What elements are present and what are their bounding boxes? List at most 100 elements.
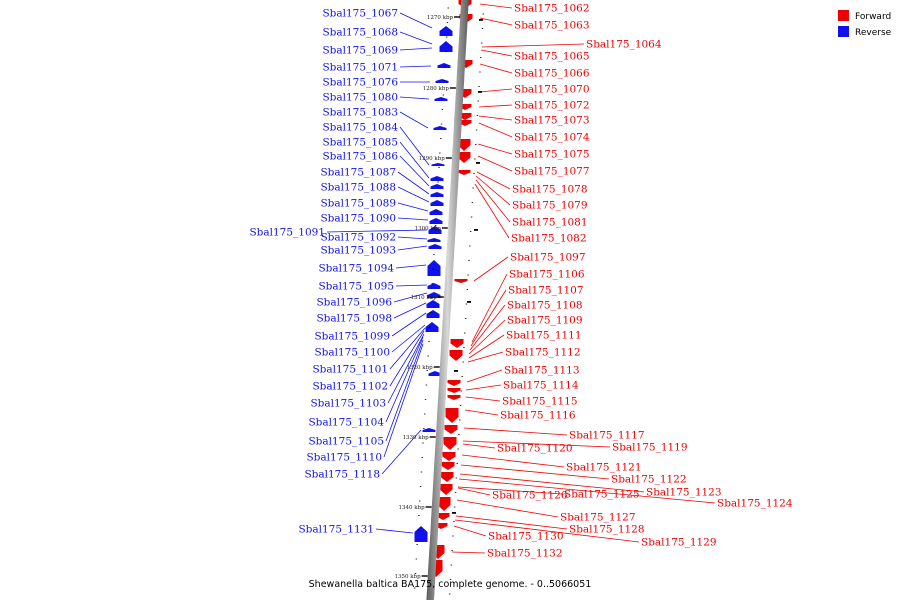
reverse-gene-label[interactable]: Sbal175_1131 (298, 524, 374, 536)
reverse-gene-label[interactable]: Sbal175_1080 (322, 92, 398, 104)
forward-gene-label[interactable]: Sbal175_1077 (514, 166, 590, 178)
reverse-gene-label[interactable]: Sbal175_1068 (322, 27, 398, 39)
forward-gene-label[interactable]: Sbal175_1115 (502, 396, 578, 408)
forward-gene-label[interactable]: Sbal175_1122 (611, 474, 687, 486)
reverse-gene-label[interactable]: Sbal175_1096 (316, 297, 392, 309)
reverse-gene-label[interactable]: Sbal175_1101 (312, 364, 388, 376)
forward-gene-label[interactable]: Sbal175_1079 (512, 200, 588, 212)
reverse-gene-label[interactable]: Sbal175_1088 (320, 182, 396, 194)
reverse-gene-label[interactable]: Sbal175_1094 (318, 263, 394, 275)
forward-gene-label[interactable]: Sbal175_1108 (507, 300, 583, 312)
forward-gene-label[interactable]: Sbal175_1064 (586, 39, 662, 51)
reverse-gene-label[interactable]: Sbal175_1087 (320, 167, 396, 179)
forward-gene-label[interactable]: Sbal175_1074 (514, 132, 590, 144)
forward-gene-label[interactable]: Sbal175_1127 (560, 512, 636, 524)
reverse-gene-label[interactable]: Sbal175_1099 (314, 331, 390, 343)
reverse-gene-feature (426, 310, 440, 318)
tick-label: 1330 kbp (403, 435, 430, 441)
reverse-label-connector (399, 141, 430, 179)
reverse-gene-label[interactable]: Sbal175_1103 (310, 398, 386, 410)
reverse-gene-label[interactable]: Sbal175_1071 (322, 62, 398, 74)
reverse-gene-label[interactable]: Sbal175_1102 (312, 381, 388, 393)
reverse-gene-label[interactable]: Sbal175_1076 (322, 77, 398, 89)
reverse-gene-label[interactable]: Sbal175_1104 (308, 417, 384, 429)
reverse-gene-label[interactable]: Sbal175_1098 (316, 313, 392, 325)
reverse-gene-label[interactable]: Sbal175_1093 (320, 245, 396, 257)
forward-gene-label[interactable]: Sbal175_1106 (509, 269, 585, 281)
forward-gene-label[interactable]: Sbal175_1072 (514, 100, 590, 112)
forward-gene-feature (436, 513, 450, 520)
forward-gene-label[interactable]: Sbal175_1113 (504, 365, 580, 377)
forward-gene-label[interactable]: Sbal175_1126 (492, 490, 568, 502)
forward-gene-label[interactable]: Sbal175_1132 (487, 548, 563, 560)
tick-mark (479, 19, 483, 21)
reverse-gene-label[interactable]: Sbal175_1091 (249, 227, 325, 239)
forward-gene-label[interactable]: Sbal175_1109 (507, 315, 583, 327)
forward-label-connector (478, 88, 513, 93)
reverse-label-connector (397, 245, 428, 251)
reverse-label-connector (393, 292, 428, 303)
forward-gene-feature (458, 120, 472, 126)
reverse-gene-label[interactable]: Sbal175_1086 (322, 151, 398, 163)
forward-gene-label[interactable]: Sbal175_1124 (717, 498, 793, 510)
forward-label-connector (465, 384, 502, 391)
forward-gene-label[interactable]: Sbal175_1078 (512, 184, 588, 196)
forward-gene-label[interactable]: Sbal175_1111 (506, 330, 582, 342)
forward-gene-feature (457, 139, 471, 151)
reverse-label-connector (397, 236, 428, 240)
forward-gene-label[interactable]: Sbal175_1075 (514, 149, 590, 161)
reverse-gene-label[interactable]: Sbal175_1100 (314, 347, 390, 359)
forward-gene-label[interactable]: Sbal175_1119 (612, 442, 688, 454)
forward-label-connector (451, 551, 486, 554)
forward-gene-label[interactable]: Sbal175_1120 (497, 443, 573, 455)
reverse-gene-label[interactable]: Sbal175_1067 (322, 8, 398, 20)
forward-gene-label[interactable]: Sbal175_1073 (514, 115, 590, 127)
forward-gene-label[interactable]: Sbal175_1117 (569, 430, 645, 442)
forward-label-connector (476, 171, 511, 190)
reverse-gene-label[interactable]: Sbal175_1069 (322, 45, 398, 57)
forward-gene-label[interactable]: Sbal175_1129 (641, 537, 717, 549)
forward-gene-label[interactable]: Sbal175_1130 (488, 531, 564, 543)
forward-gene-feature (440, 472, 454, 482)
reverse-gene-label[interactable]: Sbal175_1084 (322, 122, 398, 134)
reverse-gene-label[interactable]: Sbal175_1118 (304, 469, 380, 481)
forward-label-connector (475, 179, 511, 223)
reverse-gene-feature (425, 322, 439, 332)
reverse-gene-label[interactable]: Sbal175_1105 (308, 436, 384, 448)
forward-label-connector (457, 486, 563, 495)
tick-label: 1300 kbp (415, 226, 442, 232)
reverse-gene-label[interactable]: Sbal175_1095 (318, 281, 394, 293)
forward-gene-label[interactable]: Sbal175_1123 (646, 487, 722, 499)
forward-gene-label[interactable]: Sbal175_1081 (512, 217, 588, 229)
reverse-gene-label[interactable]: Sbal175_1110 (306, 452, 382, 464)
tick-mark (474, 229, 478, 231)
forward-gene-label[interactable]: Sbal175_1112 (505, 347, 581, 359)
reverse-gene-label[interactable]: Sbal175_1085 (322, 137, 398, 149)
reverse-gene-label[interactable]: Sbal175_1083 (322, 107, 398, 119)
forward-gene-feature (441, 462, 455, 470)
reverse-label-connector (381, 429, 422, 475)
forward-label-connector (478, 104, 513, 108)
forward-gene-label[interactable]: Sbal175_1125 (564, 489, 640, 501)
forward-gene-label[interactable]: Sbal175_1128 (569, 524, 645, 536)
forward-gene-label[interactable]: Sbal175_1062 (514, 3, 590, 15)
reverse-gene-label[interactable]: Sbal175_1092 (320, 232, 396, 244)
reverse-gene-label[interactable]: Sbal175_1089 (320, 198, 396, 210)
forward-gene-label[interactable]: Sbal175_1066 (514, 68, 590, 80)
reverse-label-connector (393, 302, 427, 319)
reverse-gene-label[interactable]: Sbal175_1090 (320, 213, 396, 225)
forward-gene-feature (439, 484, 453, 495)
reverse-label-connector (399, 111, 429, 129)
forward-gene-label[interactable]: Sbal175_1063 (514, 20, 590, 32)
forward-gene-label[interactable]: Sbal175_1065 (514, 51, 590, 63)
forward-gene-feature (447, 388, 461, 393)
forward-gene-label[interactable]: Sbal175_1107 (508, 285, 584, 297)
forward-gene-label[interactable]: Sbal175_1121 (566, 462, 642, 474)
forward-gene-label[interactable]: Sbal175_1114 (503, 380, 579, 392)
forward-label-connector (480, 49, 513, 57)
forward-gene-label[interactable]: Sbal175_1116 (500, 410, 576, 422)
forward-gene-label[interactable]: Sbal175_1097 (510, 252, 586, 264)
reverse-label-connector (399, 126, 430, 166)
forward-gene-label[interactable]: Sbal175_1070 (514, 84, 590, 96)
forward-gene-label[interactable]: Sbal175_1082 (511, 233, 587, 245)
